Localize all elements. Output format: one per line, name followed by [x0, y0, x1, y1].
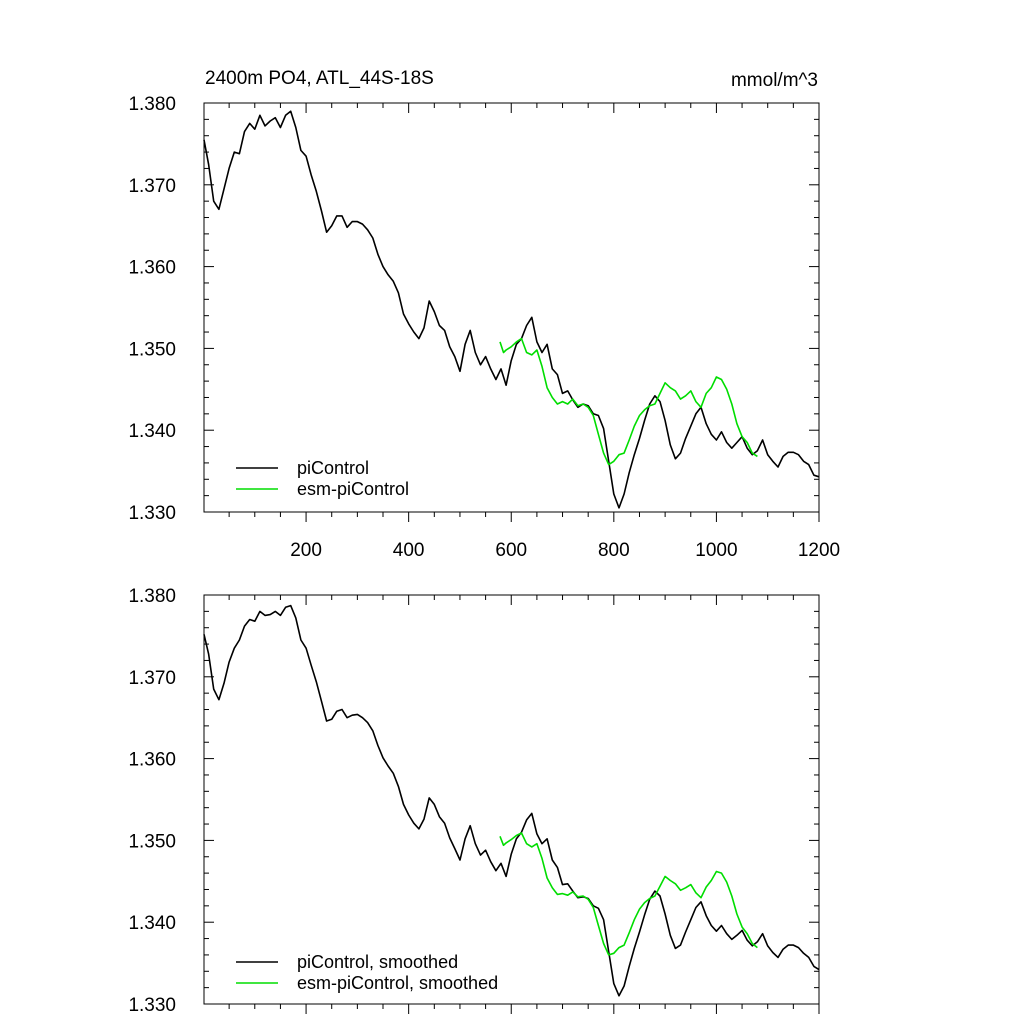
x-tick-label: 1000	[695, 540, 737, 561]
plot-frame	[203, 102, 820, 513]
bottom-panel: 1.330 1.340 1.350 1.360 1.370 1.380 piControl,…	[128, 586, 820, 1016]
y-tick-label: 1.350	[128, 831, 176, 852]
series-line-esm-picontrol	[499, 832, 758, 956]
x-tick-label: 200	[290, 540, 322, 561]
legend-label: piControl	[297, 458, 369, 478]
x-tick-label: 800	[598, 540, 630, 561]
y-tick-label: 1.330	[128, 503, 176, 524]
y-tick-label: 1.360	[128, 258, 176, 279]
plot-frame	[203, 594, 820, 1005]
y-tick-label: 1.330	[128, 995, 176, 1016]
top-panel: 1.330 1.340 1.350 1.360 1.370 1.380 200 400 600 8…	[128, 94, 840, 561]
legend-label: esm-piControl, smoothed	[297, 973, 498, 993]
series-line-picontrol	[203, 604, 820, 997]
y-tick-label: 1.360	[128, 750, 176, 771]
chart-title: 2400m PO4, ATL_44S-18S	[205, 68, 434, 89]
y-tick-label: 1.380	[128, 586, 176, 607]
y-tick-label: 1.340	[128, 913, 176, 934]
x-tick-label: 1200	[798, 540, 840, 561]
units-label: mmol/m^3	[731, 70, 818, 91]
x-tick-label: 600	[495, 540, 527, 561]
series-line-picontrol	[203, 110, 820, 509]
y-tick-label: 1.340	[128, 421, 176, 442]
legend-label: piControl, smoothed	[297, 952, 458, 972]
legend-label: esm-piControl	[297, 479, 409, 499]
x-tick-label: 400	[393, 540, 425, 561]
y-tick-label: 1.370	[128, 668, 176, 689]
series-line-esm-picontrol	[499, 337, 758, 466]
y-tick-label: 1.350	[128, 339, 176, 360]
y-tick-label: 1.370	[128, 176, 176, 197]
y-tick-label: 1.380	[128, 94, 176, 115]
